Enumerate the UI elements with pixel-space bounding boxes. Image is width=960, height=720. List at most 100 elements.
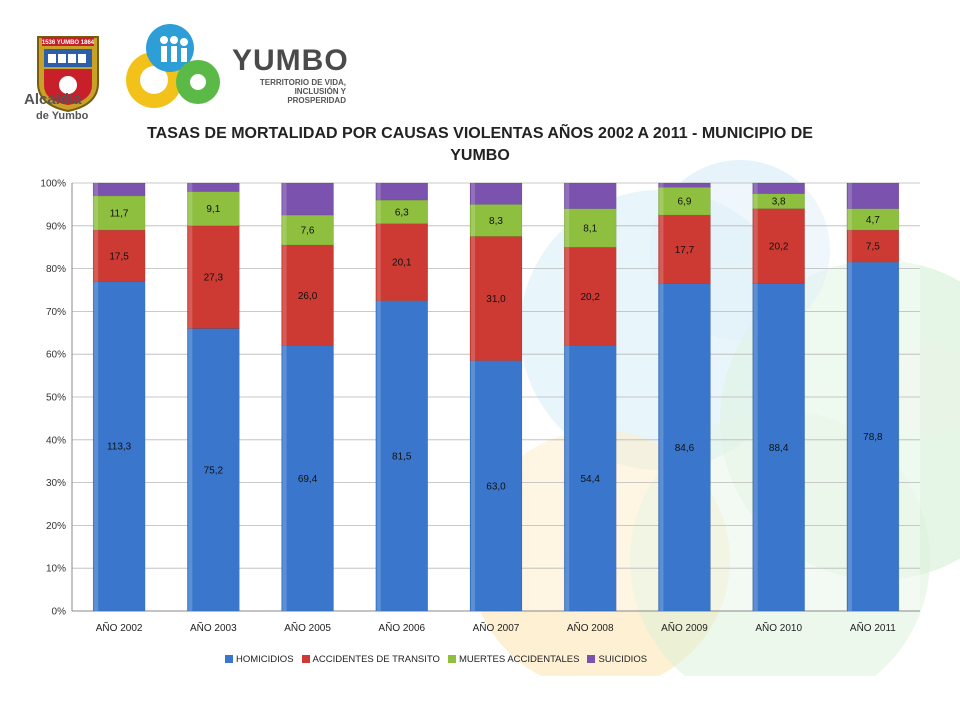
x-tick-label: AÑO 2005 — [284, 621, 331, 634]
bar-suicidios — [752, 182, 805, 194]
data-label: 7,5 — [866, 242, 880, 253]
data-label: 20,2 — [769, 242, 789, 253]
bar-homicidios — [469, 360, 523, 612]
data-label: 31,0 — [486, 294, 506, 305]
bar-highlight — [94, 195, 99, 231]
bar-highlight — [659, 183, 664, 188]
bar-highlight — [753, 283, 758, 611]
data-label: 3,8 — [772, 197, 786, 208]
data-label: 8,3 — [489, 216, 503, 227]
bar-suicidios — [846, 182, 900, 209]
coat-of-arms-logo: 1536 YUMBO 1864 — [37, 36, 99, 113]
y-tick-label: 10% — [46, 564, 66, 575]
chart-title: TASAS DE MORTALIDAD POR CAUSAS VIOLENTAS… — [140, 123, 820, 167]
bar-highlight — [282, 345, 287, 611]
bar-highlight — [282, 183, 287, 216]
bar-highlight — [753, 183, 758, 194]
bar-suicidios — [658, 182, 711, 188]
bar-highlight — [94, 230, 99, 282]
x-tick-label: AÑO 2003 — [190, 621, 237, 634]
bar-highlight — [659, 215, 664, 284]
stacked-bar-chart: 0% 10% 20% 30% 40% 50% 60% 70% 80% 90% 100% 113,3 17… — [40, 179, 920, 634]
legend-swatch — [587, 655, 596, 663]
data-label: 6,3 — [395, 207, 409, 218]
x-tick-label: AÑO 2010 — [755, 621, 802, 634]
bar-highlight — [471, 236, 475, 361]
bar-highlight — [188, 191, 193, 226]
data-label: 84,6 — [675, 443, 695, 454]
chart-title-line2: YUMBO — [450, 147, 510, 164]
alcaldia-label: Alcaldía de Yumbo — [24, 92, 88, 124]
x-tick-label: AÑO 2006 — [378, 621, 425, 634]
bar-homicidios — [658, 283, 711, 612]
legend-swatch — [301, 655, 310, 663]
bar-muertes-accidentales — [92, 195, 146, 231]
bar-accidentes-de-transito — [187, 225, 240, 329]
data-label: 6,9 — [677, 197, 691, 208]
legend-item: HOMICIDIOS — [225, 652, 294, 666]
y-tick-label: 70% — [46, 307, 66, 318]
data-label: 20,2 — [580, 292, 600, 303]
bar-muertes-accidentales — [281, 214, 334, 246]
data-label: 17,5 — [109, 251, 129, 262]
bar-highlight — [753, 208, 758, 284]
bar-homicidios — [752, 283, 805, 612]
header: 1536 YUMBO 1864 Alcaldía de Yumbo YUMBO … — [0, 0, 960, 130]
y-tick-label: 20% — [46, 521, 66, 532]
alcaldia-line1: Alcaldía — [24, 91, 82, 108]
bar-highlight — [282, 215, 287, 246]
data-label: 11,7 — [110, 208, 129, 219]
bar-highlight — [471, 183, 475, 205]
data-label: 81,5 — [392, 451, 412, 462]
bar-highlight — [94, 183, 99, 196]
data-label: 75,2 — [204, 465, 224, 476]
bar-highlight — [847, 230, 852, 263]
chart-title-line1: TASAS DE MORTALIDAD POR CAUSAS VIOLENTAS… — [147, 125, 813, 142]
data-label: 20,1 — [392, 258, 412, 269]
bar-suicidios — [187, 182, 240, 192]
yumbo-emblem-logo — [126, 24, 220, 108]
data-label: 78,8 — [863, 432, 883, 443]
bar-homicidios — [92, 281, 146, 612]
bar-muertes-accidentales — [469, 204, 523, 237]
bar-homicidios — [375, 300, 429, 612]
data-label: 88,4 — [769, 443, 789, 454]
bar-muertes-accidentales — [563, 208, 617, 248]
bar-highlight — [565, 345, 570, 611]
data-label: 8,1 — [583, 223, 597, 234]
bar-highlight — [659, 283, 664, 611]
legend-swatch — [225, 655, 233, 663]
legend-swatch — [447, 655, 456, 663]
alcaldia-line2: de Yumbo — [36, 110, 89, 122]
bar-highlight — [188, 225, 193, 329]
bar-highlight — [376, 183, 381, 201]
y-tick-label: 0% — [52, 607, 67, 618]
bar-highlight — [753, 193, 758, 209]
footer-band — [0, 676, 960, 720]
seal-banner: 1536 YUMBO 1864 — [42, 40, 95, 46]
bar-suicidios — [375, 182, 429, 201]
bar-highlight — [565, 208, 570, 248]
y-tick-label: 50% — [46, 393, 66, 404]
bar-highlight — [847, 183, 852, 209]
legend-label: MUERTES ACCIDENTALES — [458, 653, 580, 665]
bar-highlight — [188, 183, 193, 192]
bar-highlight — [565, 183, 570, 209]
y-tick-label: 60% — [46, 350, 66, 361]
bar-highlight — [376, 200, 381, 224]
bar-highlight — [282, 245, 287, 346]
data-label: 9,1 — [206, 204, 220, 215]
x-tick-label: AÑO 2011 — [850, 621, 896, 634]
yumbo-wordmark: YUMBO — [232, 44, 349, 77]
tagline-line1: TERRITORIO DE VIDA, — [259, 78, 346, 87]
bar-homicidios — [846, 261, 900, 612]
data-label: 4,7 — [866, 215, 880, 226]
bar-highlight — [376, 300, 381, 611]
bar-accidentes-de-transito — [375, 223, 429, 302]
data-label: 7,6 — [301, 226, 315, 237]
x-tick-label: AÑO 2009 — [661, 621, 708, 634]
bar-homicidios — [563, 345, 617, 612]
data-label: 17,7 — [675, 245, 695, 256]
data-label: 26,0 — [298, 291, 318, 302]
bar-highlight — [376, 223, 381, 301]
